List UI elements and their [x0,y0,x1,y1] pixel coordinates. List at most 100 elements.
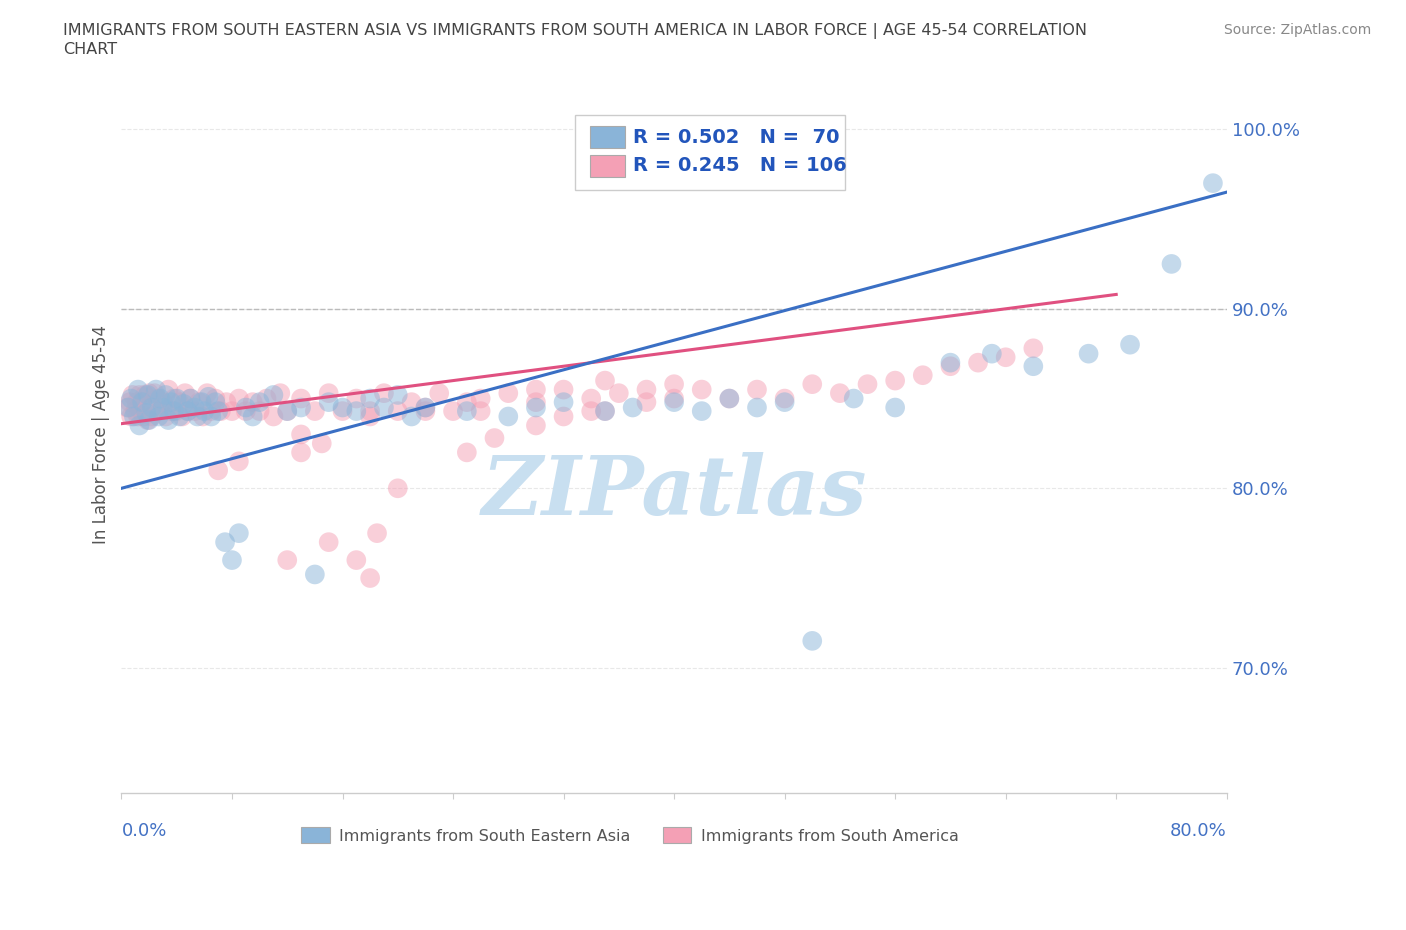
Point [127,409,149,424]
Point [242,394,264,409]
Point [415,400,437,415]
Point [553,382,575,397]
Point [290,445,312,459]
Text: R = 0.245   N = 106: R = 0.245 N = 106 [633,156,846,176]
Point [856,377,879,392]
Point [169,409,191,424]
Point [593,373,616,388]
Point [129,404,152,418]
Point [135,405,157,420]
Point [127,382,149,397]
Point [304,404,326,418]
Point [456,404,478,418]
Text: 80.0%: 80.0% [1170,822,1227,840]
Point [228,454,250,469]
Point [128,418,150,432]
Point [136,388,159,403]
Point [157,413,180,428]
Point [155,409,177,424]
Point [359,409,381,424]
Point [125,394,148,409]
Point [163,404,186,418]
Point [118,394,141,409]
Point [311,436,333,451]
Point [120,392,142,406]
Point [470,392,492,406]
Point [662,377,685,392]
Point [304,567,326,582]
Point [994,350,1017,365]
Point [344,404,367,418]
Point [484,431,506,445]
Point [801,633,824,648]
Point [141,400,163,415]
Point [373,400,395,415]
Point [204,394,226,409]
Point [138,386,160,401]
Point [690,382,713,397]
Y-axis label: In Labor Force | Age 45-54: In Labor Force | Age 45-54 [93,325,110,544]
Point [235,400,257,415]
Point [131,394,153,409]
Point [160,404,183,418]
Point [359,392,381,406]
Point [373,386,395,401]
Point [160,394,183,409]
Point [157,382,180,397]
Point [148,409,170,424]
Point [621,400,644,415]
FancyBboxPatch shape [591,126,626,148]
Point [524,418,547,432]
Point [200,404,222,418]
Point [134,388,156,403]
Point [290,392,312,406]
Point [276,404,298,418]
Point [318,386,340,401]
Point [801,377,824,392]
FancyBboxPatch shape [575,115,845,191]
Point [359,404,381,418]
Point [773,392,796,406]
Point [662,392,685,406]
Point [387,388,409,403]
Text: IMMIGRANTS FROM SOUTH EASTERN ASIA VS IMMIGRANTS FROM SOUTH AMERICA IN LABOR FOR: IMMIGRANTS FROM SOUTH EASTERN ASIA VS IM… [63,23,1087,39]
Point [456,394,478,409]
Point [146,392,169,406]
Point [191,409,214,424]
Point [166,404,188,418]
Point [121,388,143,403]
Point [498,409,520,424]
Point [470,404,492,418]
Point [207,404,229,418]
Point [174,386,197,401]
Point [332,404,354,418]
Point [579,404,602,418]
Point [828,386,851,401]
Point [524,400,547,415]
Point [183,400,205,415]
Point [1160,257,1182,272]
Point [169,394,191,409]
Point [359,571,381,586]
Point [197,390,219,405]
Point [745,382,768,397]
Point [911,367,934,382]
Point [228,525,250,540]
Point [172,409,194,424]
Point [1077,346,1099,361]
Point [498,386,520,401]
Point [131,394,153,409]
Point [593,404,616,418]
Point [884,400,907,415]
Point [195,386,218,401]
Point [187,394,209,409]
Point [1022,341,1045,356]
Point [149,404,172,418]
Point [138,413,160,428]
Point [120,409,142,424]
Point [152,400,174,415]
Text: 0.0%: 0.0% [121,822,167,840]
Point [183,404,205,418]
Point [318,535,340,550]
Point [290,400,312,415]
